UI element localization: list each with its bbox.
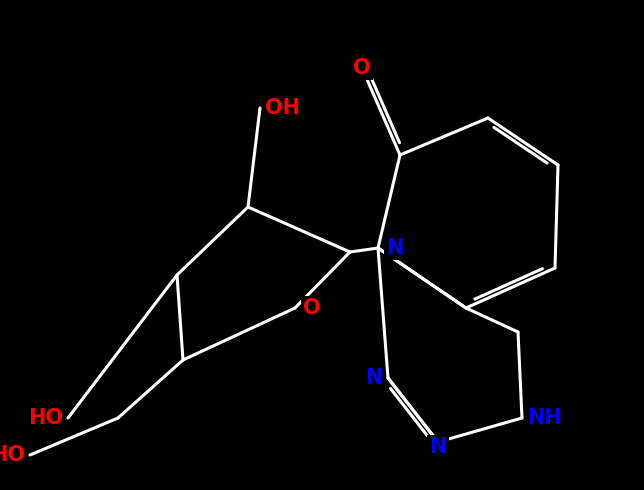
Text: OH: OH [265,98,300,118]
Text: HO: HO [0,445,25,465]
Text: O: O [303,298,321,318]
Text: HO: HO [28,408,63,428]
Text: N: N [430,437,447,457]
Text: N: N [366,368,383,388]
Text: N: N [386,238,403,258]
Text: O: O [353,58,371,78]
Text: NH: NH [527,408,562,428]
